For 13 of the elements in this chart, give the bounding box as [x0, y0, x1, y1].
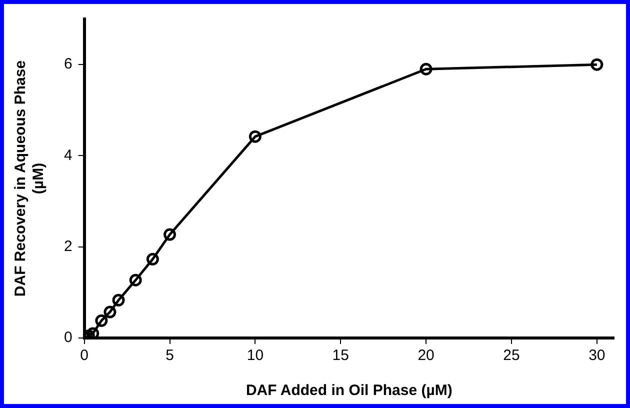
x-tick-label: 5 — [166, 347, 174, 364]
y-tick-label: 4 — [64, 146, 72, 164]
y-axis-title: DAF Recovery in Aqueous Phase (µM) — [12, 60, 48, 297]
x-axis-title: DAF Added in Oil Phase (µM) — [246, 382, 452, 400]
x-tick-label: 0 — [80, 347, 89, 364]
y-tick-label: 6 — [64, 56, 72, 73]
x-tick-label: 15 — [332, 347, 349, 364]
y-tick-label: 2 — [64, 238, 72, 255]
x-tick-label: 25 — [503, 347, 520, 364]
y-tick-label: 0 — [64, 329, 72, 346]
x-tick-label: 20 — [418, 347, 434, 364]
x-tick-label: 10 — [246, 347, 264, 364]
x-tick-label: 30 — [588, 347, 606, 364]
